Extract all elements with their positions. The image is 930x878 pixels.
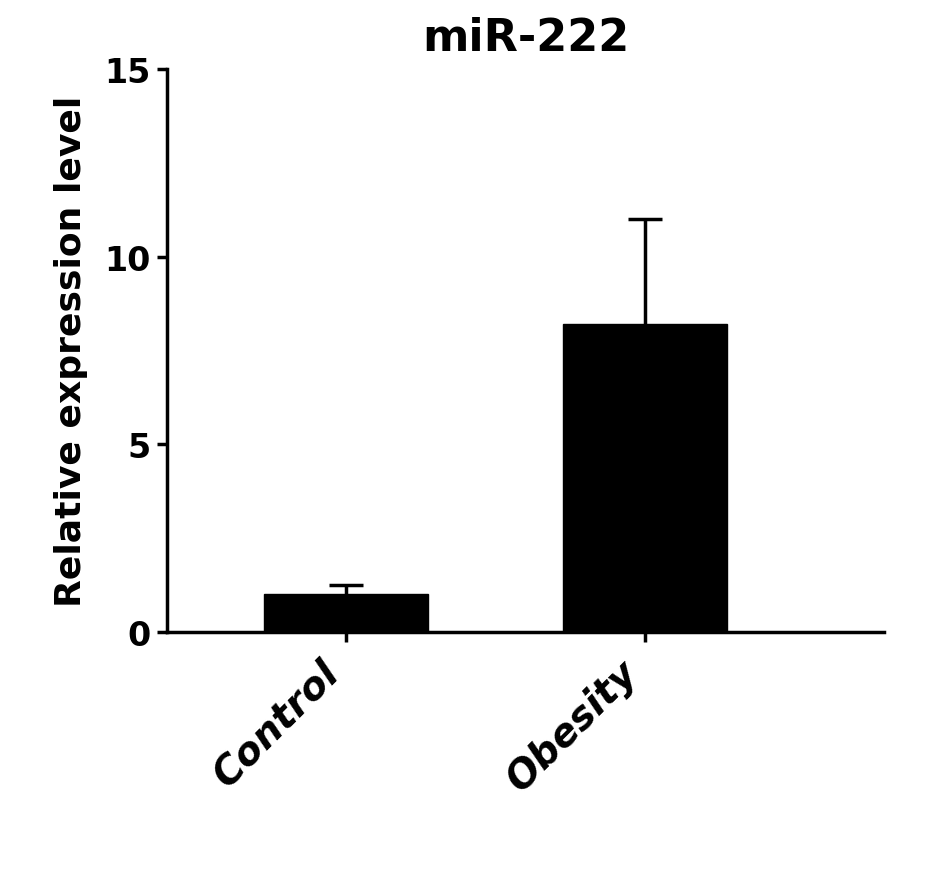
Bar	[563, 325, 727, 632]
Y-axis label: Relative expression level: Relative expression level	[54, 96, 87, 607]
Title: miR-222: miR-222	[422, 17, 629, 60]
Bar	[264, 594, 429, 632]
